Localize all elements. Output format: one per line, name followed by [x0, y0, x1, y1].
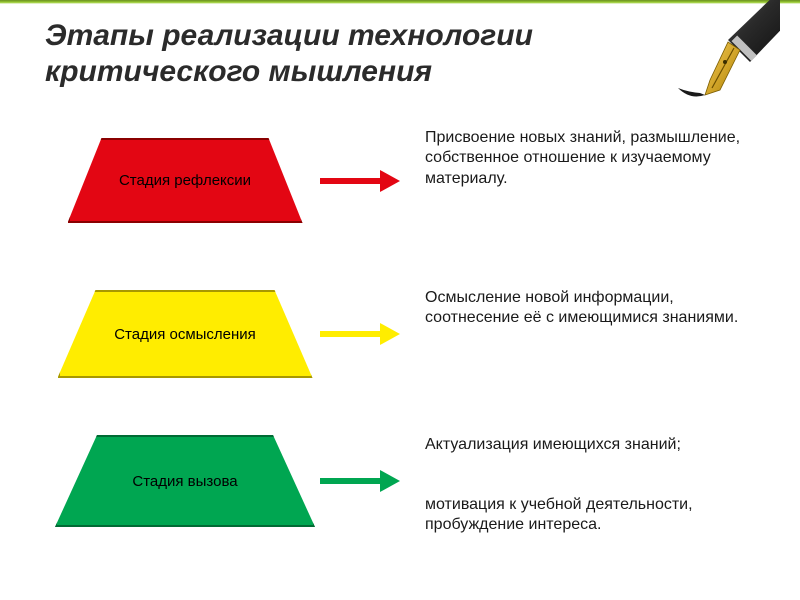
stage-label-reflection: Стадия рефлексии	[119, 172, 251, 189]
description-comprehension: Осмысление новой информации, соотнесение…	[425, 288, 770, 329]
stage-row-comprehension: Стадия осмысления	[55, 290, 415, 378]
stage-label-challenge: Стадия вызова	[132, 473, 237, 490]
description-reflection: Присвоение новых знаний, размышление, со…	[425, 128, 770, 189]
trapezoid-reflection: Стадия рефлексии	[55, 138, 315, 223]
stage-label-comprehension: Стадия осмысления	[114, 326, 256, 343]
stage-row-reflection: Стадия рефлексии	[55, 138, 415, 223]
arrow-challenge	[315, 468, 415, 494]
fountain-pen-icon	[670, 0, 780, 100]
arrow-reflection	[315, 168, 415, 194]
description-challenge-b: мотивация к учебной деятельности, пробуж…	[425, 495, 770, 536]
trapezoid-challenge: Стадия вызова	[55, 435, 315, 527]
description-challenge-a: Актуализация имеющихся знаний;	[425, 435, 770, 455]
trapezoid-comprehension: Стадия осмысления	[55, 290, 315, 378]
arrow-comprehension	[315, 321, 415, 347]
stage-row-challenge: Стадия вызова	[55, 435, 415, 527]
slide-title: Этапы реализации технологии критического…	[45, 18, 605, 90]
